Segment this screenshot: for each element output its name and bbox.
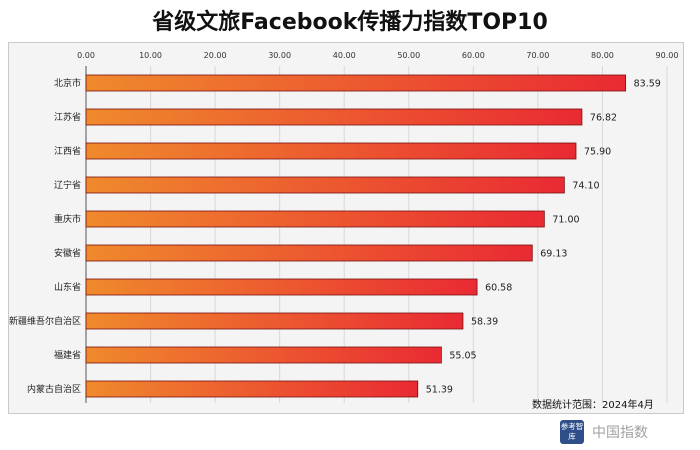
value-label: 75.90 bbox=[584, 147, 611, 158]
bar bbox=[85, 142, 577, 160]
bar bbox=[85, 108, 583, 126]
bar bbox=[85, 380, 419, 398]
bar bbox=[85, 210, 545, 228]
value-label: 51.39 bbox=[426, 385, 453, 396]
x-tick-label: 20.00 bbox=[204, 51, 227, 60]
watermark: 中国指数 bbox=[592, 425, 648, 441]
x-tick-label: 70.00 bbox=[526, 51, 549, 60]
x-tick-label: 90.00 bbox=[656, 51, 679, 60]
logo-text: 参考智库 bbox=[560, 422, 584, 441]
data-range-note: 数据统计范围：2024年4月 bbox=[532, 400, 654, 411]
value-label: 55.05 bbox=[449, 351, 476, 362]
bar bbox=[85, 176, 565, 194]
bar-chart: 0.00 10.00 20.00 30.00 40.00 50.00 60.00 70.00 8… bbox=[9, 51, 678, 403]
think-tank-logo: 参考智库 bbox=[560, 420, 584, 444]
chart-title: 省级文旅Facebook传播力指数TOP10 bbox=[152, 10, 548, 35]
x-axis-ticks: 0.00 10.00 20.00 30.00 40.00 50.00 60.00 70.00 8… bbox=[77, 51, 678, 60]
bar bbox=[85, 74, 627, 92]
category-label: 北京市 bbox=[54, 77, 81, 89]
category-label: 江西省 bbox=[54, 145, 81, 157]
category-label: 重庆市 bbox=[54, 213, 81, 225]
category-label: 辽宁省 bbox=[54, 179, 81, 191]
x-tick-label: 80.00 bbox=[591, 51, 614, 60]
chart-panel: 0.00 10.00 20.00 30.00 40.00 50.00 60.00 70.00 8… bbox=[8, 42, 684, 414]
value-label: 76.82 bbox=[590, 113, 617, 124]
x-tick-label: 40.00 bbox=[333, 51, 356, 60]
bar bbox=[85, 278, 478, 296]
category-label: 福建省 bbox=[54, 349, 81, 361]
value-label: 69.13 bbox=[540, 249, 567, 260]
x-tick-label: 60.00 bbox=[462, 51, 485, 60]
category-label: 山东省 bbox=[54, 281, 81, 293]
bar bbox=[85, 346, 442, 364]
value-label: 74.10 bbox=[572, 181, 599, 192]
value-label: 83.59 bbox=[634, 79, 661, 90]
bars bbox=[85, 74, 627, 398]
bar bbox=[85, 244, 533, 262]
category-label: 江苏省 bbox=[54, 111, 81, 123]
x-tick-label: 10.00 bbox=[139, 51, 162, 60]
x-tick-label: 50.00 bbox=[397, 51, 420, 60]
bar bbox=[85, 312, 464, 330]
value-label: 58.39 bbox=[471, 317, 498, 328]
category-label: 安徽省 bbox=[54, 247, 81, 259]
x-tick-label: 30.00 bbox=[268, 51, 291, 60]
category-label: 新疆维吾尔自治区 bbox=[9, 315, 81, 327]
category-label: 内蒙古自治区 bbox=[27, 383, 81, 395]
value-label: 71.00 bbox=[552, 215, 579, 226]
value-label: 60.58 bbox=[485, 283, 512, 294]
value-labels: 83.59 76.82 75.90 74.10 71.00 69.13 60.58 58.39… bbox=[426, 79, 661, 396]
x-tick-label: 0.00 bbox=[77, 51, 95, 60]
